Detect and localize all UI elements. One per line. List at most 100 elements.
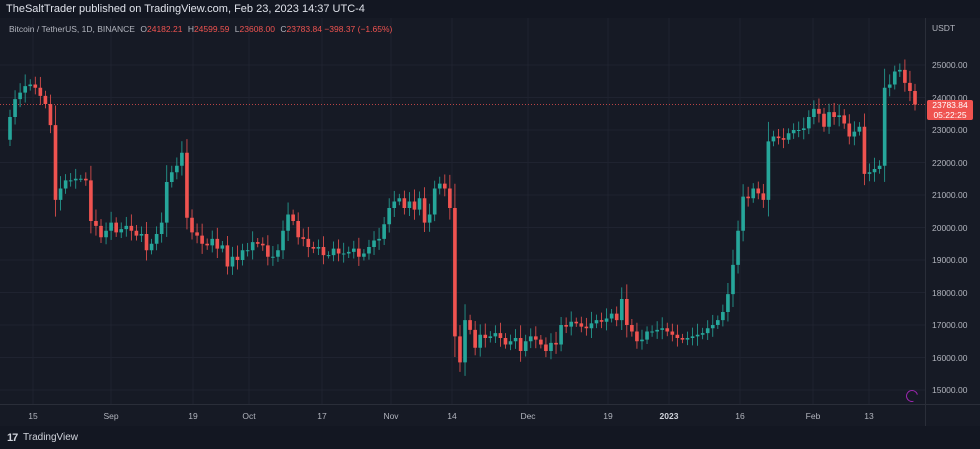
candle-body	[665, 328, 670, 332]
candle-body	[331, 248, 336, 256]
candle-body	[817, 108, 821, 114]
candle-body	[437, 183, 442, 189]
candle-body	[508, 341, 513, 345]
time-tick: 17	[317, 411, 327, 421]
candle-body	[721, 312, 725, 321]
candle-body	[690, 336, 695, 338]
candle-body	[43, 95, 48, 104]
published-text: TheSaltTrader published on TradingView.c…	[6, 3, 365, 15]
candle-body	[852, 131, 857, 137]
publisher-bar: TheSaltTrader published on TradingView.c…	[0, 0, 980, 18]
candlestick-plot[interactable]	[0, 18, 925, 404]
candle-body	[498, 333, 503, 338]
candle-body	[159, 222, 164, 234]
price-axis[interactable]	[925, 18, 980, 404]
candle-body	[903, 69, 907, 83]
candle-body	[8, 117, 12, 140]
candle-body	[458, 336, 462, 363]
last-price-badge: 23783.84 05:22:25	[927, 99, 973, 120]
candle-body	[240, 250, 245, 260]
candle-body	[321, 247, 326, 256]
candle-body	[655, 329, 659, 332]
candle-body	[271, 256, 275, 258]
candle-body	[407, 201, 412, 208]
candle-body	[58, 188, 63, 200]
candle-body	[346, 251, 351, 254]
candle-body	[680, 338, 685, 340]
candle-body	[518, 338, 523, 351]
candle-body	[104, 230, 108, 238]
candle-body	[539, 339, 543, 345]
candle-body	[200, 235, 204, 244]
candle-body	[695, 334, 700, 337]
time-tick: 19	[603, 411, 613, 421]
candle-body	[53, 125, 58, 200]
time-tick: Feb	[805, 411, 821, 421]
candle-body	[99, 225, 103, 238]
chart-area[interactable]	[0, 18, 925, 404]
candle-body	[756, 188, 761, 194]
candle-body	[801, 128, 806, 130]
candle-body	[872, 169, 877, 173]
candle-body	[882, 87, 887, 166]
candle-body	[776, 136, 781, 139]
candle-body	[579, 323, 584, 327]
price-tick: 22000.00	[932, 157, 968, 168]
candle-body	[362, 253, 366, 257]
candle-body	[513, 338, 518, 342]
candle-body	[276, 250, 280, 257]
candle-body	[857, 126, 862, 132]
candle-body	[23, 86, 27, 93]
candle-body	[670, 331, 675, 335]
candle-body	[372, 240, 376, 247]
time-tick: 2023	[659, 411, 679, 421]
candle-body	[594, 320, 599, 324]
candle-body	[483, 334, 488, 338]
candle-body	[493, 333, 498, 337]
time-tick: Nov	[383, 411, 399, 421]
candle-body	[584, 326, 589, 329]
candle-body	[822, 113, 826, 127]
candle-body	[336, 248, 341, 254]
candle-body	[650, 331, 654, 333]
time-tick: 19	[188, 411, 198, 421]
tradingview-brand[interactable]: TradingView	[23, 432, 79, 443]
price-tick: 25000.00	[932, 60, 968, 70]
candle-body	[554, 342, 558, 345]
candle-body	[796, 130, 801, 131]
candle-body	[215, 238, 220, 249]
candle-body	[630, 325, 634, 332]
candle-body	[761, 193, 766, 200]
candle-body	[250, 242, 255, 251]
candle-body	[564, 325, 568, 327]
candle-body	[604, 318, 609, 322]
candle-body	[523, 341, 528, 351]
footer-bar: 17 TradingView	[0, 426, 980, 449]
candle-body	[448, 188, 452, 208]
candle-body	[898, 69, 902, 72]
price-tick: 15000.00	[932, 385, 968, 395]
candle-body	[731, 264, 735, 295]
time-axis[interactable]	[0, 404, 925, 427]
candle-body	[442, 183, 447, 189]
candle-body	[351, 248, 356, 252]
legend-low-label: L	[234, 24, 240, 34]
candle-body	[94, 221, 98, 226]
candle-body	[114, 222, 118, 233]
currency-label[interactable]: USDT	[932, 23, 956, 33]
candle-body	[660, 328, 665, 330]
candle-body	[397, 198, 402, 202]
time-tick: 16	[735, 411, 745, 421]
candle-body	[468, 320, 472, 330]
symbol-legend: Bitcoin / TetherUS, 1D, BINANCE O24182.2…	[9, 24, 392, 34]
candle-body	[640, 339, 644, 342]
price-tick: 18000.00	[932, 287, 968, 298]
candle-body	[190, 217, 194, 233]
candle-body	[741, 196, 745, 231]
candle-body	[908, 82, 912, 91]
candle-body	[382, 224, 386, 239]
candle-body	[291, 214, 295, 221]
candle-body	[675, 334, 680, 338]
candle-body	[124, 225, 129, 230]
candle-body	[28, 84, 33, 87]
